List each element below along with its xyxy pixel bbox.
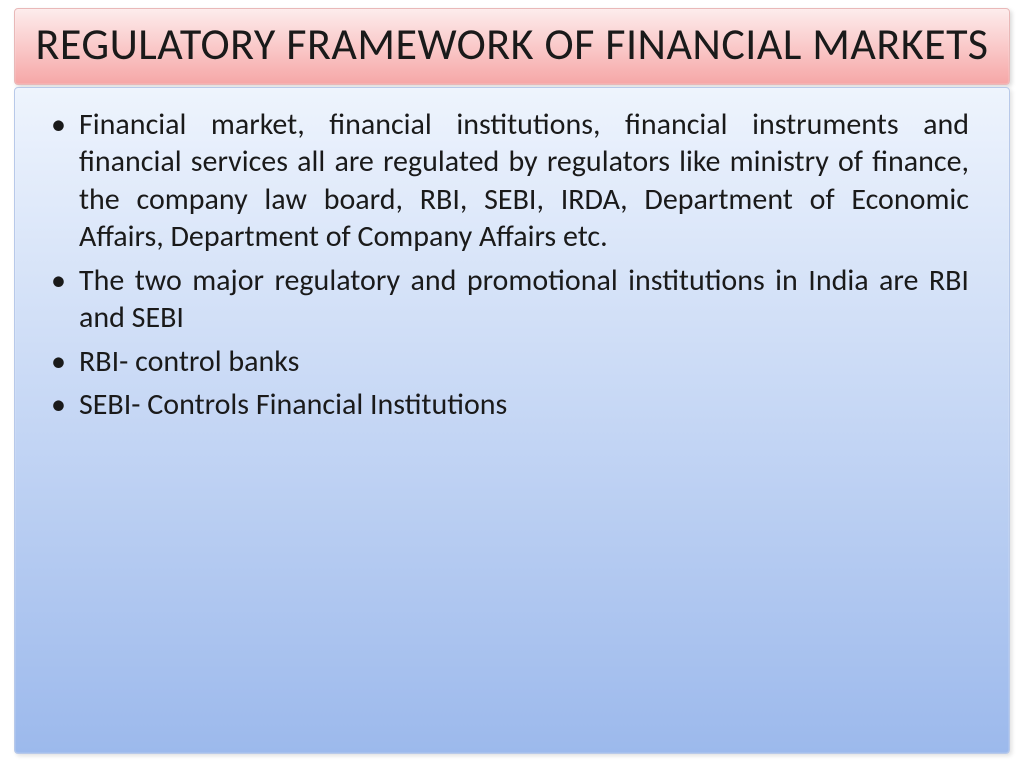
slide: REGULATORY FRAMEWORK OF FINANCIAL MARKET…: [0, 0, 1024, 768]
list-item: Financial market, financial institutions…: [79, 106, 969, 256]
list-item: RBI- control banks: [79, 343, 969, 381]
slide-title: REGULATORY FRAMEWORK OF FINANCIAL MARKET…: [35, 19, 989, 70]
bullet-list: Financial market, financial institutions…: [79, 106, 969, 424]
list-item: SEBI- Controls Financial Institutions: [79, 386, 969, 424]
body-box: Financial market, financial institutions…: [14, 87, 1010, 754]
list-item: The two major regulatory and promotional…: [79, 262, 969, 337]
title-box: REGULATORY FRAMEWORK OF FINANCIAL MARKET…: [14, 8, 1010, 85]
